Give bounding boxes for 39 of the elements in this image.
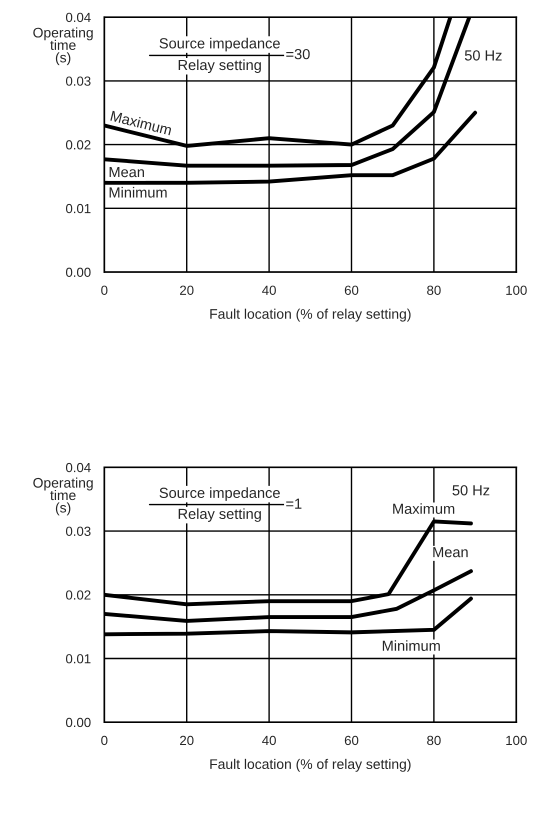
y-tick-label: 0.04	[66, 462, 91, 472]
y-tick-label: 0.01	[66, 654, 90, 664]
y-axis-title: Operating time (s)	[33, 27, 93, 66]
y-tick-label: 0.00	[66, 268, 91, 277]
y-tick-label: 0.02	[66, 590, 90, 600]
annotation: Source impedance	[160, 38, 280, 52]
x-tick-label: 80	[427, 286, 441, 295]
annotation: Relay setting	[178, 59, 261, 74]
annotation: 50 Hz	[464, 50, 502, 61]
annotation: Source impedance	[160, 487, 280, 501]
series-label: Mean	[433, 547, 468, 558]
x-tick-label: 40	[262, 736, 276, 746]
y-axis-title: Operating time (s)	[33, 478, 93, 516]
annotation: Relay setting	[178, 508, 261, 522]
annotation: =30	[286, 48, 310, 60]
x-axis-title: Fault location (% of relay setting)	[210, 758, 411, 772]
annotation: 50 Hz	[452, 485, 490, 496]
annotation: =1	[286, 498, 302, 509]
x-tick-label: 0	[101, 286, 108, 295]
x-tick-label: 60	[344, 286, 358, 295]
x-tick-label: 0	[101, 736, 108, 746]
x-tick-label: 20	[180, 286, 194, 295]
y-tick-label: 0.02	[66, 140, 90, 150]
series-label: Minimum	[110, 186, 167, 198]
y-tick-label: 0.03	[66, 526, 91, 536]
y-tick-label: 0.00	[66, 718, 91, 728]
x-tick-label: 100	[506, 736, 527, 746]
x-tick-label: 40	[262, 286, 276, 295]
y-tick-label: 0.04	[66, 12, 91, 22]
x-tick-label: 60	[344, 736, 358, 746]
x-axis-title: Fault location (% of relay setting)	[210, 308, 411, 322]
y-tick-label: 0.01	[66, 204, 90, 214]
x-tick-label: 20	[180, 736, 194, 746]
x-tick-label: 80	[427, 736, 441, 746]
y-tick-label: 0.03	[66, 76, 91, 86]
series-label: Maximum	[393, 503, 454, 514]
x-tick-label: 100	[506, 286, 527, 295]
series-label: Minimum	[382, 640, 440, 651]
series-label: Mean	[110, 167, 144, 178]
